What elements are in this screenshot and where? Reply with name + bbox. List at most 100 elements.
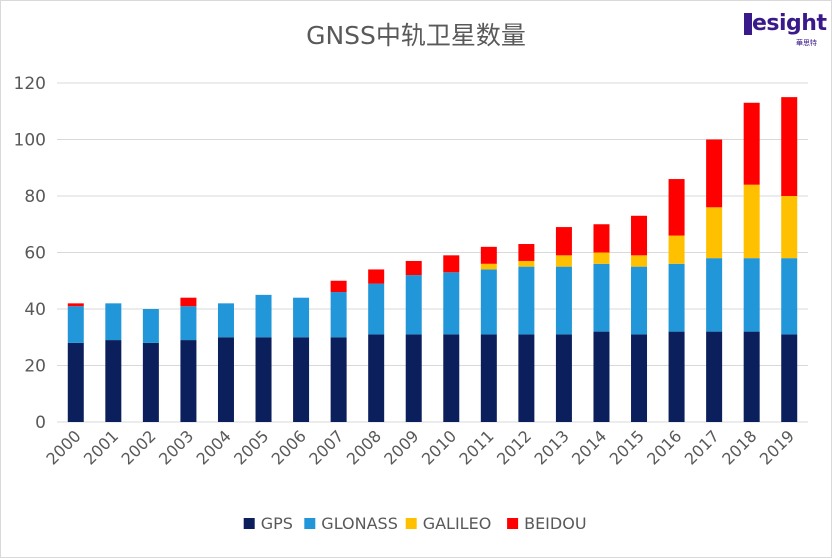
bar-galileo-2013	[555, 255, 572, 267]
bar-glonass-2001	[105, 303, 122, 341]
gridlines	[57, 82, 808, 423]
legend-swatch	[507, 518, 519, 529]
logo-text: esight	[752, 11, 827, 36]
x-tick-label: 2012	[493, 426, 535, 468]
bar-gps-2000	[67, 342, 84, 422]
y-tick-label: 20	[24, 357, 46, 377]
bar-glonass-2002	[142, 309, 159, 343]
bar-gps-2004	[217, 337, 234, 422]
y-tick-label: 40	[24, 300, 46, 320]
x-tick-label: 2009	[380, 426, 422, 468]
bar-beidou-2007	[330, 280, 347, 293]
bar-galileo-2015	[631, 255, 648, 267]
legend-swatch	[405, 518, 417, 529]
x-tick-label: 2008	[343, 426, 385, 468]
y-tick-label: 0	[35, 413, 46, 433]
bar-beidou-2003	[180, 297, 197, 307]
x-tick-label: 2019	[756, 426, 798, 468]
bar-glonass-2019	[781, 258, 798, 335]
bar-gps-2002	[142, 342, 159, 422]
bar-gps-2010	[443, 334, 460, 422]
bar-glonass-2014	[593, 263, 610, 332]
bar-beidou-2019	[781, 97, 798, 196]
x-tick-label: 2016	[643, 426, 685, 468]
bar-beidou-2014	[593, 224, 610, 253]
bar-beidou-2018	[743, 102, 760, 185]
x-tick-label: 2002	[117, 426, 159, 468]
bar-galileo-2016	[668, 235, 685, 264]
bar-galileo-2011	[480, 263, 497, 270]
bar-beidou-2013	[555, 227, 572, 256]
y-tick-label: 60	[24, 244, 46, 264]
bar-glonass-2007	[330, 292, 347, 338]
bar-glonass-2015	[631, 266, 648, 335]
bar-galileo-2019	[781, 196, 798, 259]
y-tick-labels: 0 20 40 60 80 100 120	[14, 74, 46, 433]
legend-item-beidou: BEIDOU	[507, 514, 587, 533]
legend-label: GALILEO	[423, 514, 492, 533]
x-tick-label: 2014	[568, 426, 610, 468]
chart-title: GNSS中轨卫星数量	[306, 21, 526, 50]
bar-glonass-2011	[480, 269, 497, 335]
legend-swatch	[304, 518, 316, 529]
x-tick-label: 2005	[230, 426, 272, 468]
x-tick-label: 2015	[606, 426, 648, 468]
x-tick-label: 2017	[681, 426, 723, 468]
legend-item-galileo: GALILEO	[405, 514, 492, 533]
bar-beidou-2009	[405, 260, 422, 276]
bar-gps-2013	[555, 334, 572, 422]
bar-beidou-2017	[706, 139, 723, 208]
bar-glonass-2017	[706, 258, 723, 332]
x-tick-labels: 2000200120022003200420052006200720082009…	[42, 426, 798, 468]
bar-glonass-2000	[67, 306, 84, 343]
bars	[67, 97, 798, 422]
bar-glonass-2012	[518, 266, 535, 335]
bar-beidou-2011	[480, 246, 497, 264]
bar-glonass-2008	[368, 283, 385, 335]
x-tick-label: 2001	[80, 426, 122, 468]
bar-glonass-2004	[217, 303, 234, 338]
bar-gps-2019	[781, 334, 798, 422]
bar-gps-2008	[368, 334, 385, 422]
bar-beidou-2010	[443, 255, 460, 273]
bar-gps-2007	[330, 337, 347, 422]
bar-gps-2012	[518, 334, 535, 422]
bar-glonass-2006	[293, 297, 310, 338]
bar-galileo-2018	[743, 184, 760, 259]
bar-glonass-2016	[668, 263, 685, 332]
bar-galileo-2014	[593, 252, 610, 264]
legend-label: GPS	[261, 514, 293, 533]
bar-gps-2015	[631, 334, 648, 422]
bar-beidou-2016	[668, 179, 685, 236]
bar-gps-2005	[255, 337, 272, 422]
bar-glonass-2018	[743, 258, 760, 332]
x-tick-label: 2010	[418, 426, 460, 468]
legend-label: GLONASS	[321, 514, 398, 533]
bar-gps-2003	[180, 340, 197, 422]
legend-swatch	[243, 518, 255, 529]
legend-label: BEIDOU	[524, 514, 586, 533]
y-tick-label: 80	[24, 187, 46, 207]
legend-item-glonass: GLONASS	[304, 514, 398, 533]
x-tick-label: 2003	[155, 426, 197, 468]
brand-logo: esight 華思特	[744, 9, 827, 49]
bar-gps-2017	[706, 331, 723, 422]
logo-mark-icon	[744, 13, 752, 35]
logo-subtitle: 華思特	[796, 39, 817, 47]
x-tick-label: 2000	[42, 426, 84, 468]
bar-gps-2001	[105, 340, 122, 422]
legend-item-gps: GPS	[243, 514, 293, 533]
y-tick-label: 120	[14, 74, 46, 94]
x-tick-label: 2011	[455, 426, 497, 468]
bar-galileo-2017	[706, 207, 723, 259]
bar-beidou-2008	[368, 269, 385, 284]
bar-glonass-2003	[180, 306, 197, 341]
bar-gps-2018	[743, 331, 760, 422]
bar-gps-2009	[405, 334, 422, 422]
x-tick-label: 2013	[531, 426, 573, 468]
x-tick-label: 2006	[268, 426, 310, 468]
bar-gps-2011	[480, 334, 497, 422]
bar-beidou-2000	[67, 303, 84, 307]
bar-glonass-2009	[405, 275, 422, 335]
